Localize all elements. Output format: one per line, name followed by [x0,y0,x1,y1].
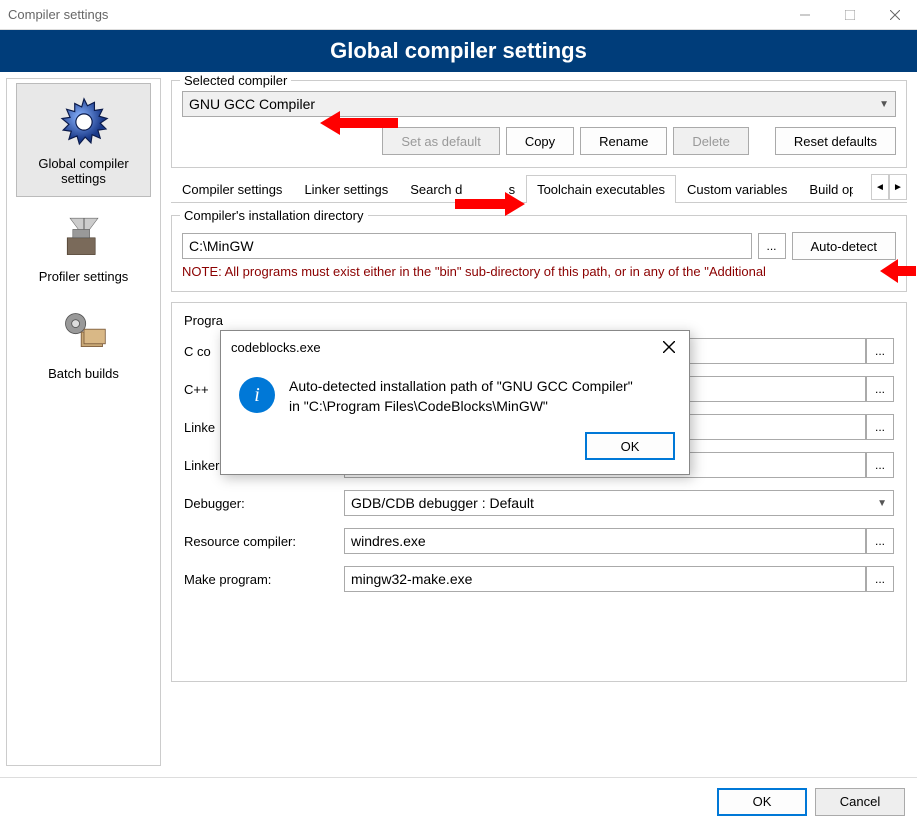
modal-message: Auto-detected installation path of "GNU … [289,377,633,416]
sidebar: Global compiler settings Profiler settin… [6,78,161,766]
titlebar: Compiler settings [0,0,917,30]
reset-defaults-button[interactable]: Reset defaults [775,127,896,155]
tab-scroll-right[interactable]: ► [889,174,907,200]
compiler-button-row: Set as default Copy Rename Delete Reset … [182,127,896,155]
sidebar-item-profiler[interactable]: Profiler settings [16,197,151,294]
window-title: Compiler settings [8,7,782,22]
browse-button[interactable]: ... [866,414,894,440]
sidebar-item-batch[interactable]: Batch builds [16,294,151,391]
program-row: Resource compiler:windres.exe... [184,528,894,554]
chevron-down-icon: ▼ [879,99,889,110]
browse-button[interactable]: ... [866,452,894,478]
group-title: Compiler's installation directory [180,208,368,223]
program-label: Resource compiler: [184,534,344,549]
profiler-icon [54,205,114,265]
modal-close-button[interactable] [649,331,689,363]
tab-toolchain-executables[interactable]: Toolchain executables [526,175,676,203]
program-row: Make program:mingw32-make.exe... [184,566,894,592]
maximize-button[interactable] [827,0,872,30]
tab-scroll: ◄ ► [871,174,907,202]
program-input[interactable]: windres.exe [344,528,866,554]
install-dir-group: Compiler's installation directory ... Au… [171,215,907,292]
browse-button[interactable]: ... [866,566,894,592]
tab-compiler-settings[interactable]: Compiler settings [171,175,293,203]
rename-button[interactable]: Rename [580,127,667,155]
delete-button[interactable]: Delete [673,127,749,155]
browse-button[interactable]: ... [758,233,786,259]
compiler-select-value: GNU GCC Compiler [189,96,315,112]
tab-linker-settings[interactable]: Linker settings [293,175,399,203]
browse-button[interactable]: ... [866,528,894,554]
modal-titlebar: codeblocks.exe [221,331,689,363]
info-modal: codeblocks.exe i Auto-detected installat… [220,330,690,475]
program-label: Debugger: [184,496,344,511]
ok-button[interactable]: OK [717,788,807,816]
install-dir-note: NOTE: All programs must exist either in … [182,264,896,279]
program-label: Make program: [184,572,344,587]
annotation-arrow-1 [320,108,400,138]
sidebar-item-label: Global compiler settings [21,156,146,186]
browse-button[interactable]: ... [866,376,894,402]
modal-line1: Auto-detected installation path of "GNU … [289,377,633,397]
info-icon: i [239,377,275,413]
program-input[interactable]: mingw32-make.exe [344,566,866,592]
annotation-arrow-3 [880,256,916,286]
group-title: Selected compiler [180,73,291,88]
tab-custom-variables[interactable]: Custom variables [676,175,798,203]
tab-build-options[interactable]: Build options [798,175,854,203]
main-tabs: Compiler settings Linker settings Search… [171,174,907,203]
annotation-arrow-2 [455,190,525,218]
sidebar-item-global-compiler[interactable]: Global compiler settings [16,83,151,197]
sidebar-item-label: Profiler settings [20,269,147,284]
copy-button[interactable]: Copy [506,127,574,155]
debugger-select[interactable]: GDB/CDB debugger : Default▼ [344,490,894,516]
cancel-button[interactable]: Cancel [815,788,905,816]
gear-icon [54,92,114,152]
minimize-button[interactable] [782,0,827,30]
program-files-tab-label: Progra [184,313,894,328]
selected-compiler-group: Selected compiler GNU GCC Compiler ▼ Set… [171,80,907,168]
modal-title-text: codeblocks.exe [231,340,321,355]
banner-title: Global compiler settings [0,30,917,72]
install-dir-input[interactable] [182,233,752,259]
program-row: Debugger:GDB/CDB debugger : Default▼ [184,490,894,516]
compiler-select[interactable]: GNU GCC Compiler ▼ [182,91,896,117]
modal-ok-button[interactable]: OK [585,432,675,460]
modal-line2: in "C:\Program Files\CodeBlocks\MinGW" [289,397,633,417]
sidebar-item-label: Batch builds [20,366,147,381]
dialog-footer: OK Cancel [0,777,917,825]
close-button[interactable] [872,0,917,30]
batch-icon [54,302,114,362]
browse-button[interactable]: ... [866,338,894,364]
tab-scroll-left[interactable]: ◄ [871,174,889,200]
